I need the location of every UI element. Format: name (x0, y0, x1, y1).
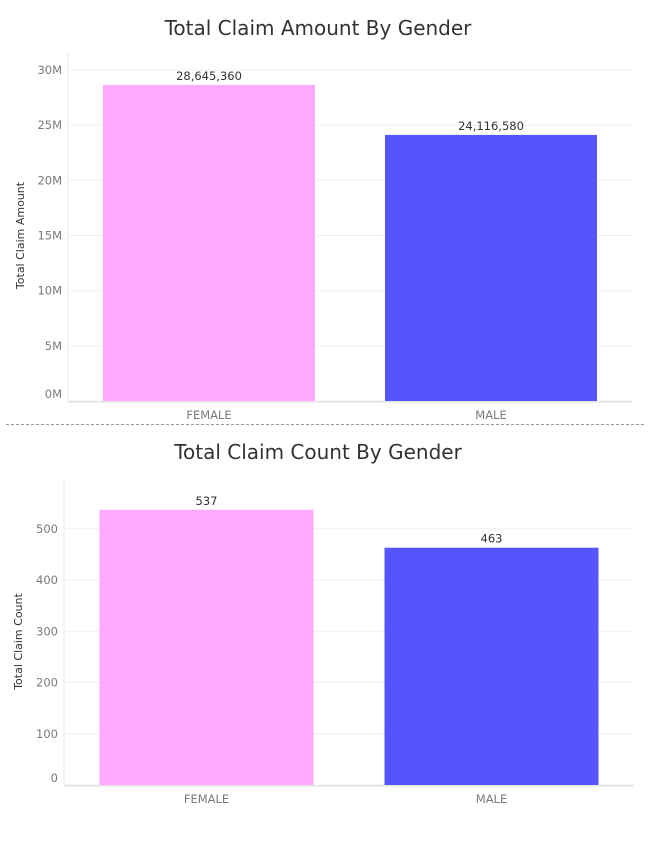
claim-amount-chart: Total Claim Amount By Gender 0M 5M 10M 15M 2… (0, 0, 649, 422)
y-axis-title: Total Claim Amount (14, 181, 27, 290)
x-tick-label: FEMALE (186, 408, 231, 422)
y-tick-label: 10M (37, 284, 62, 298)
y-tick-label: 0M (45, 387, 62, 401)
y-tick-label: 25M (37, 118, 62, 132)
data-label: 28,645,360 (176, 69, 242, 83)
claim-count-chart: Total Claim Count By Gender 0 100 200 300 40… (0, 430, 649, 840)
bar-male (384, 547, 599, 785)
data-label: 537 (196, 494, 218, 508)
x-tick-label: MALE (475, 408, 506, 422)
bar-female (103, 84, 315, 401)
x-tick-label: MALE (476, 792, 507, 806)
chart-separator (6, 424, 644, 425)
bar-male (385, 134, 597, 401)
y-tick-label: 20M (37, 173, 62, 187)
chart-title: Total Claim Count By Gender (174, 440, 462, 464)
data-label: 463 (481, 532, 503, 546)
y-axis-title: Total Claim Count (12, 593, 25, 691)
claim-amount-plot: 0M 5M 10M 15M 20M 25M 30M Total Claim Amount 28,… (14, 52, 632, 422)
y-tick-label: 200 (36, 676, 58, 690)
bar-female (99, 509, 314, 785)
y-tick-label: 0 (51, 771, 58, 785)
y-tick-label: 400 (36, 573, 58, 587)
y-tick-label: 30M (37, 63, 62, 77)
claim-count-plot: 0 100 200 300 400 500 Total Claim Count 537 FEMA… (12, 480, 634, 806)
x-tick-label: FEMALE (184, 792, 229, 806)
y-tick-label: 100 (36, 727, 58, 741)
chart-title: Total Claim Amount By Gender (164, 16, 472, 40)
y-tick-label: 300 (36, 624, 58, 638)
data-label: 24,116,580 (458, 119, 524, 133)
y-tick-label: 5M (45, 339, 62, 353)
y-tick-label: 15M (37, 229, 62, 243)
y-tick-label: 500 (36, 522, 58, 536)
